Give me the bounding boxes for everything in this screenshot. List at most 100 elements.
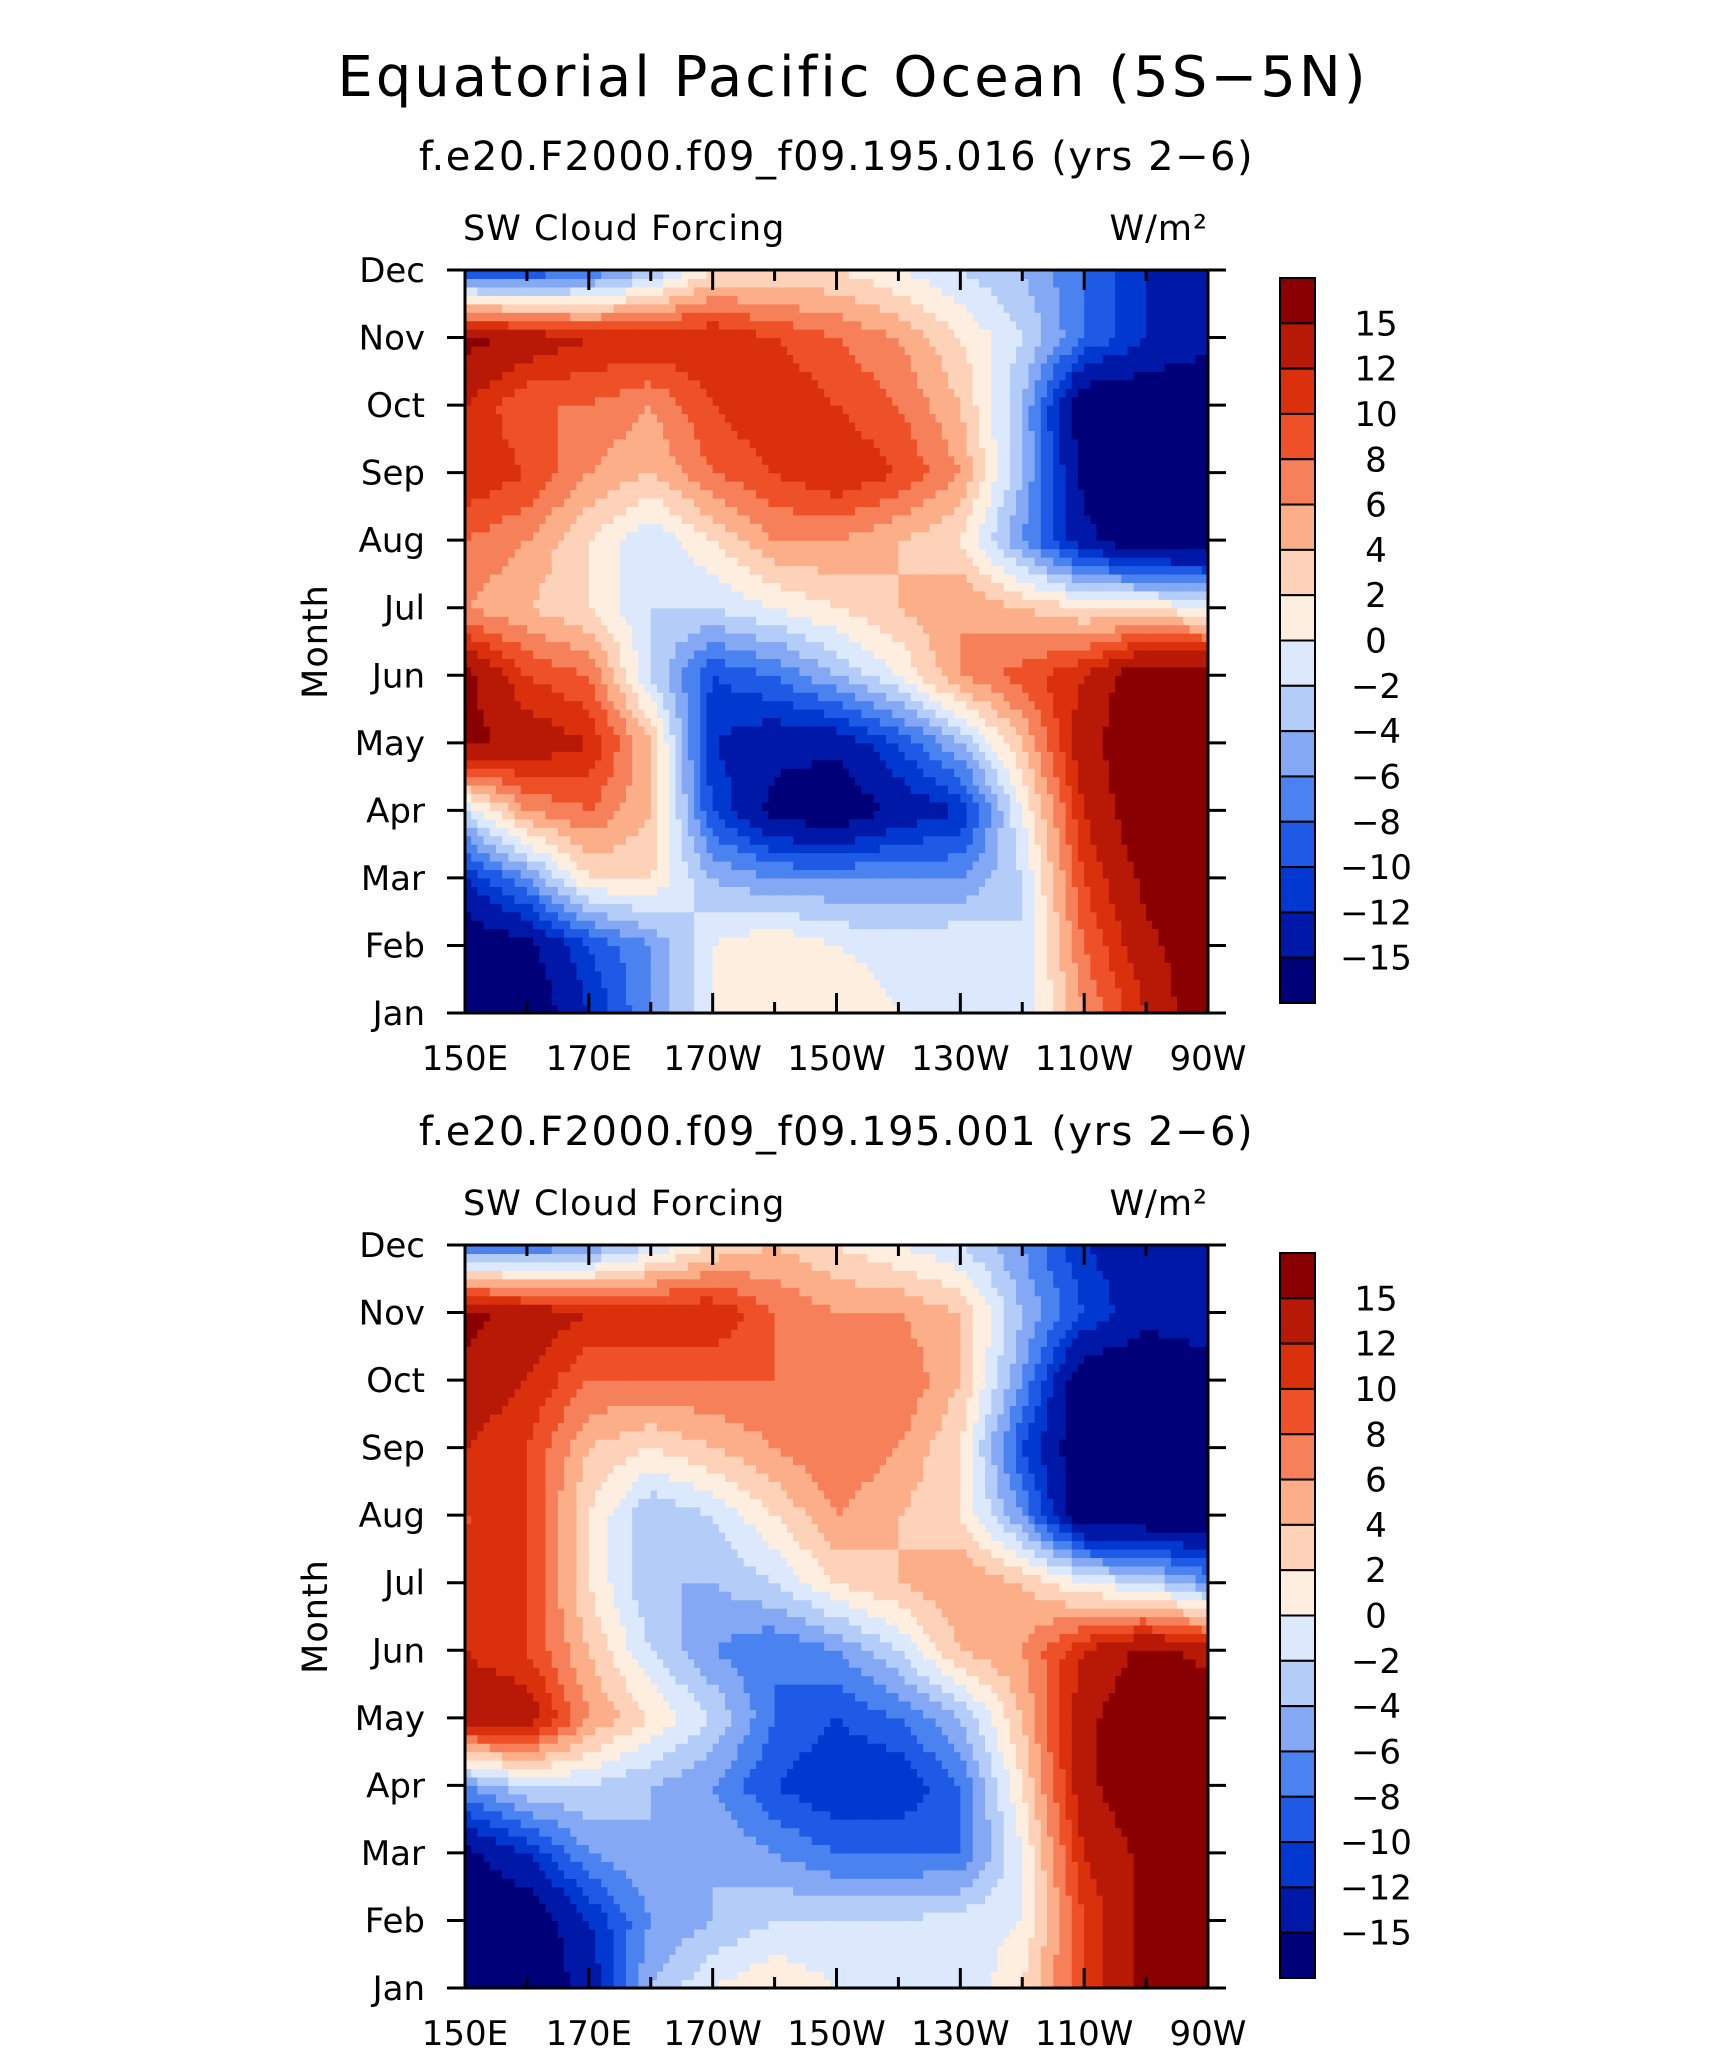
heatmap-cell <box>489 818 497 828</box>
heatmap-cell <box>718 886 726 896</box>
heatmap-cell <box>675 447 683 457</box>
heatmap-cell <box>570 506 578 516</box>
heatmap-cell <box>632 413 639 423</box>
heatmap-cell <box>489 666 497 676</box>
heatmap-cell <box>588 354 596 364</box>
heatmap-cell <box>656 489 664 499</box>
heatmap-cell <box>471 903 478 913</box>
heatmap-cell <box>632 709 639 719</box>
heatmap-cell <box>749 413 757 423</box>
heatmap-cell <box>743 270 751 280</box>
heatmap-cell <box>526 497 534 508</box>
heatmap-cell <box>625 362 633 372</box>
heatmap-cell <box>712 742 720 752</box>
heatmap-cell <box>725 633 732 643</box>
heatmap-cell <box>557 599 565 609</box>
heatmap-cell <box>656 692 664 702</box>
heatmap-cell <box>625 582 633 592</box>
heatmap-cell <box>564 928 571 938</box>
heatmap-cell <box>737 886 745 896</box>
heatmap-cell <box>749 396 757 406</box>
heatmap-cell <box>706 810 714 820</box>
heatmap-cell <box>489 700 497 710</box>
heatmap-cell <box>638 295 646 305</box>
heatmap-cell <box>731 497 739 508</box>
heatmap-cell <box>725 979 732 989</box>
heatmap-cell <box>749 312 757 322</box>
heatmap-cell <box>588 295 596 305</box>
heatmap-cell <box>582 759 590 769</box>
heatmap-cell <box>551 852 559 862</box>
heatmap-cell <box>644 953 652 963</box>
heatmap-cell <box>786 953 794 963</box>
heatmap-cell <box>564 987 571 997</box>
heatmap-cell <box>588 920 596 930</box>
heatmap-cell <box>762 312 769 322</box>
heatmap-cell <box>502 531 509 541</box>
heatmap-cell <box>675 278 683 288</box>
heatmap-cell <box>471 421 478 432</box>
heatmap-cell <box>564 607 571 617</box>
heatmap-cell <box>737 312 745 322</box>
heatmap-cell <box>700 886 708 896</box>
heatmap-cell <box>520 751 528 761</box>
heatmap-cell <box>799 523 807 533</box>
heatmap-cell <box>756 354 763 364</box>
heatmap-cell <box>644 329 652 339</box>
heatmap-cell <box>669 286 677 296</box>
heatmap-cell <box>756 270 763 280</box>
heatmap-cell <box>465 371 472 381</box>
heatmap-cell <box>768 320 776 330</box>
heatmap-cell <box>799 894 807 904</box>
heatmap-cell <box>793 506 800 516</box>
heatmap-cell <box>712 768 720 778</box>
heatmap-cell <box>520 725 528 735</box>
heatmap-cell <box>601 818 609 828</box>
heatmap-cell <box>718 953 726 963</box>
heatmap-cell <box>675 1004 683 1014</box>
heatmap-cell <box>595 438 602 448</box>
heatmap-cell <box>533 481 540 491</box>
heatmap-cell <box>780 675 788 685</box>
heatmap-cell <box>539 421 547 432</box>
heatmap-cell <box>625 455 633 465</box>
heatmap-cell <box>663 329 670 339</box>
heatmap-cell <box>489 624 497 634</box>
heatmap-cell <box>768 405 776 415</box>
heatmap-cell <box>737 506 745 516</box>
heatmap-cell <box>712 557 720 567</box>
heatmap-cell <box>564 396 571 406</box>
heatmap-cell <box>718 607 726 617</box>
heatmap-cell <box>508 894 516 904</box>
heatmap-cell <box>762 751 769 761</box>
heatmap-cell <box>694 886 701 896</box>
heatmap-cell <box>471 835 478 845</box>
heatmap-cell <box>483 886 491 896</box>
heatmap-cell <box>675 295 683 305</box>
heatmap-cell <box>570 362 578 372</box>
heatmap-cell <box>743 911 751 921</box>
heatmap-cell <box>768 987 776 997</box>
heatmap-cell <box>632 996 639 1006</box>
heatmap-cell <box>619 886 627 896</box>
heatmap-cell <box>768 649 776 659</box>
heatmap-cell <box>780 810 788 820</box>
heatmap-cell <box>502 362 509 372</box>
heatmap-cell <box>588 447 596 457</box>
heatmap-cell <box>669 590 677 600</box>
heatmap-cell <box>799 953 807 963</box>
heatmap-cell <box>607 852 615 862</box>
heatmap-cell <box>477 835 485 845</box>
heatmap-cell <box>737 388 745 398</box>
heatmap-cell <box>638 683 646 693</box>
heatmap-cell <box>576 641 584 651</box>
heatmap-cell <box>725 616 732 626</box>
heatmap-cell <box>694 455 701 465</box>
heatmap-cell <box>613 633 621 643</box>
heatmap-cell <box>582 286 590 296</box>
heatmap-cell <box>471 270 478 280</box>
heatmap-cell <box>799 709 807 719</box>
heatmap-cell <box>489 658 497 668</box>
heatmap-cell <box>471 649 478 659</box>
heatmap-cell <box>799 666 807 676</box>
